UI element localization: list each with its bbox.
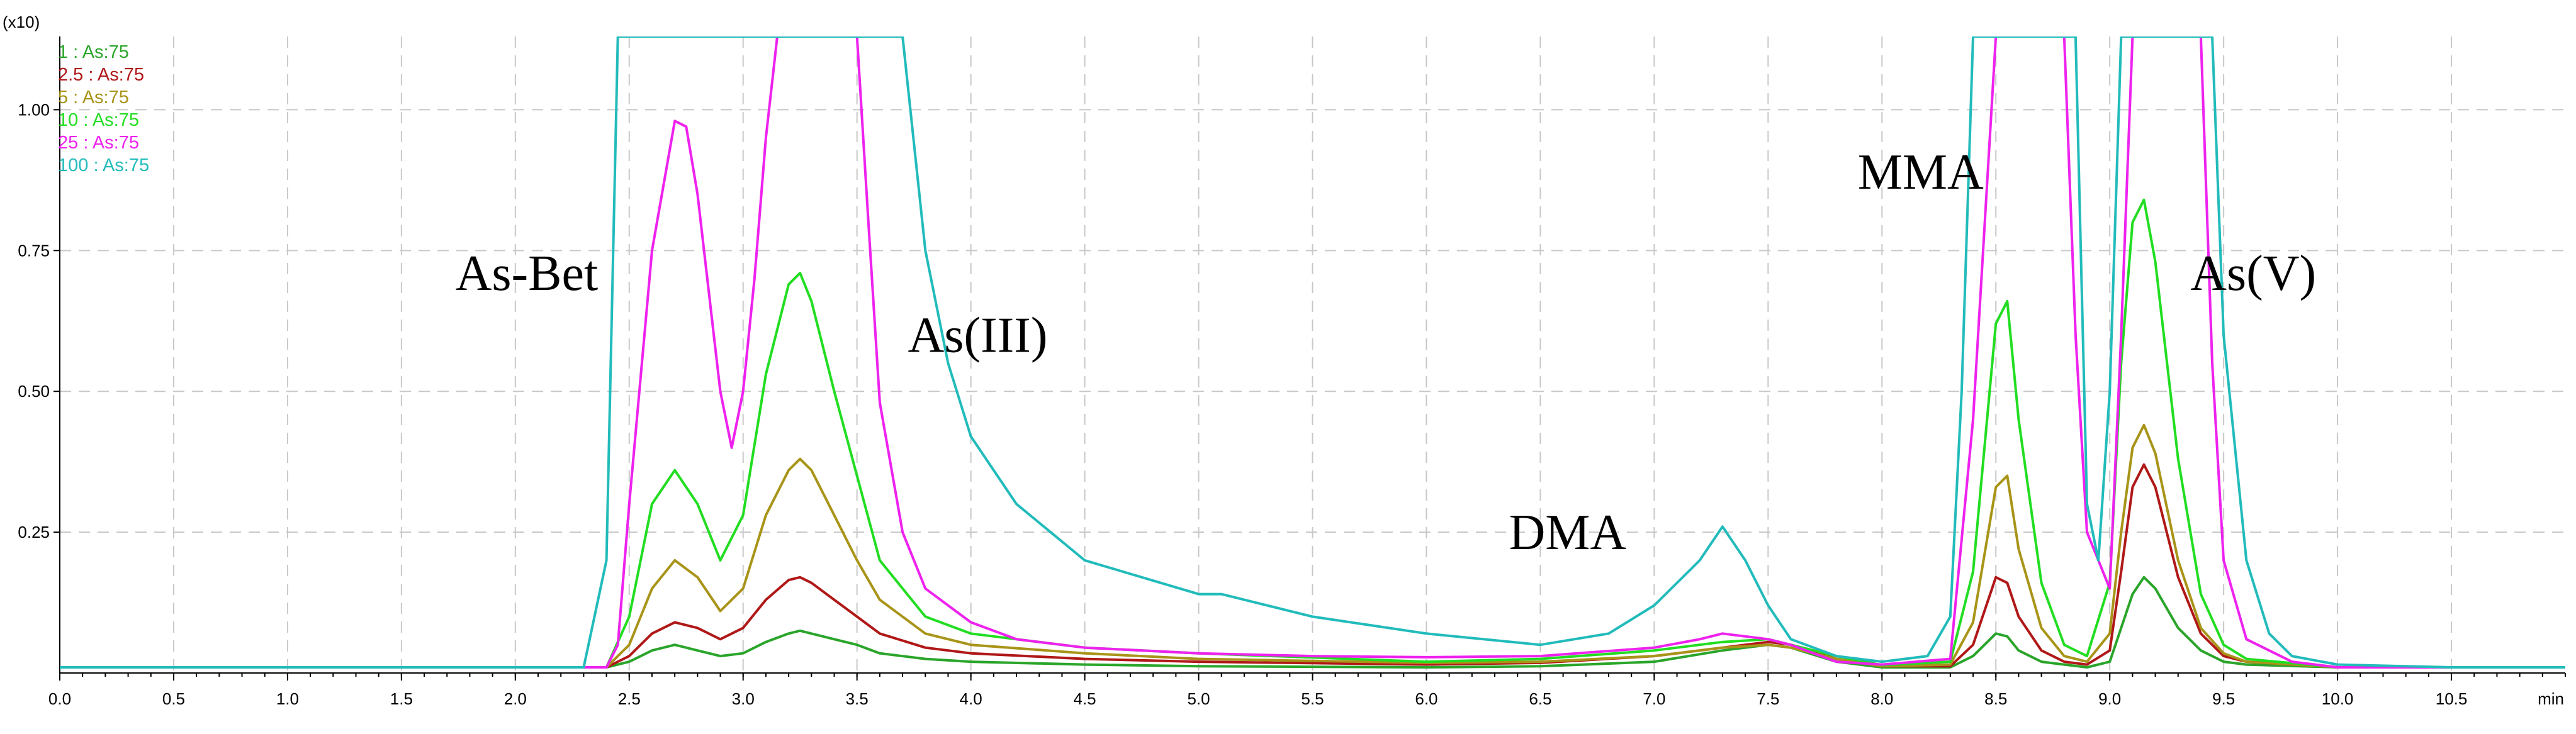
x-tick-label: 0.5 [162, 689, 185, 708]
legend-entry: 10 : As:75 [58, 110, 139, 130]
x-tick-label: 5.5 [1301, 689, 1324, 708]
series-line-3 [60, 198, 2565, 669]
legend-entry: 2.5 : As:75 [58, 65, 144, 85]
series-line-2 [60, 423, 2565, 669]
x-tick-label: 3.0 [732, 689, 755, 708]
x-tick-label: 3.5 [846, 689, 869, 708]
series-line-4 [60, 36, 2565, 669]
series-line-0 [60, 576, 2565, 669]
legend-entry: 25 : As:75 [58, 133, 139, 153]
y-tick-label: 0.50 [18, 382, 50, 401]
x-tick-label: 4.5 [1074, 689, 1096, 708]
peak-label: DMA [1509, 505, 1626, 560]
y-tick-label: 0.75 [18, 241, 50, 260]
x-tick-label: 7.5 [1757, 689, 1779, 708]
x-tick-label: 9.5 [2212, 689, 2235, 708]
x-tick-label: 7.0 [1643, 689, 1665, 708]
x-tick-label: 0.0 [48, 689, 71, 708]
x-tick-label: 10.0 [2322, 689, 2354, 708]
y-tick-label: 0.25 [18, 523, 50, 542]
axis-layer: 0.0 0.5 1.0 1.5 2.0 2.5 3.0 3.5 4.0 4.5 5.0 5.5 6.0 6… [3, 13, 2566, 708]
y-multiplier-label: (x10) [3, 13, 40, 31]
y-tick-label: 1.00 [18, 100, 50, 119]
x-tick-label: 2.0 [504, 689, 527, 708]
legend-entry: 100 : As:75 [58, 155, 149, 175]
legend-entry: 5 : As:75 [58, 87, 129, 108]
series-line-5 [60, 36, 2565, 669]
x-tick-label: 2.5 [618, 689, 641, 708]
trace-layer [60, 36, 2565, 669]
legend-entry: 1 : As:75 [58, 42, 129, 62]
annotation-layer: As-Bet As(III) DMA MMA As(V) [456, 145, 2317, 560]
peak-label: As(V) [2190, 246, 2316, 301]
series-line-1 [60, 463, 2565, 669]
x-tick-label: 1.0 [276, 689, 299, 708]
x-tick-label: 9.0 [2098, 689, 2121, 708]
grid-layer [60, 36, 2565, 673]
peak-label: As(III) [908, 308, 1047, 364]
x-tick-label: 4.0 [960, 689, 982, 708]
x-tick-label: 8.5 [1984, 689, 2007, 708]
x-tick-label: 1.5 [390, 689, 413, 708]
x-tick-label: 6.5 [1529, 689, 1551, 708]
x-axis-label: min [2538, 689, 2564, 708]
x-tick-label: 5.0 [1187, 689, 1210, 708]
x-tick-label: 10.5 [2436, 689, 2468, 708]
peak-label: As-Bet [456, 246, 599, 301]
x-tick-label: 8.0 [1870, 689, 1893, 708]
peak-label: MMA [1858, 145, 1984, 200]
x-tick-label: 6.0 [1415, 689, 1437, 708]
